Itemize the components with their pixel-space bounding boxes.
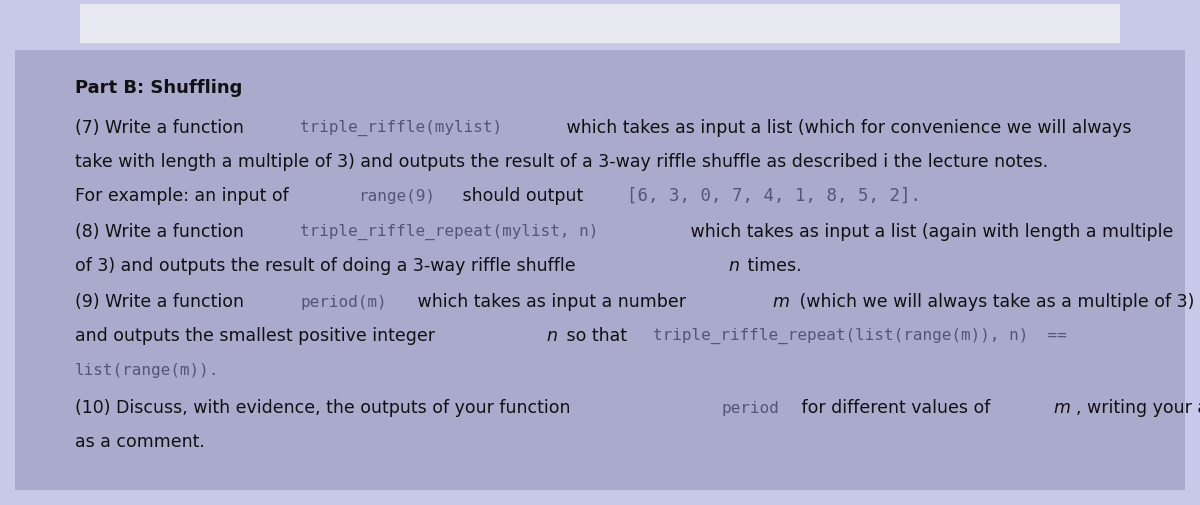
Text: for different values of: for different values of <box>796 399 996 417</box>
Text: which takes as input a list (which for convenience we will always: which takes as input a list (which for c… <box>560 119 1132 137</box>
Text: which takes as input a number: which takes as input a number <box>412 293 691 311</box>
Text: triple_riffle(mylist): triple_riffle(mylist) <box>300 120 502 136</box>
Text: n: n <box>728 257 739 275</box>
Text: times.: times. <box>743 257 802 275</box>
Text: as a comment.: as a comment. <box>74 433 205 451</box>
Text: [6, 3, 0, 7, 4, 1, 8, 5, 2].: [6, 3, 0, 7, 4, 1, 8, 5, 2]. <box>628 187 922 205</box>
Text: , writing your answer: , writing your answer <box>1075 399 1200 417</box>
Bar <box>14 50 1186 490</box>
Text: so that: so that <box>560 327 632 345</box>
Text: (7) Write a function: (7) Write a function <box>74 119 250 137</box>
Text: and outputs the smallest positive integer: and outputs the smallest positive intege… <box>74 327 440 345</box>
Text: m: m <box>1054 399 1070 417</box>
Text: range(9): range(9) <box>358 188 434 204</box>
Text: For example: an input of: For example: an input of <box>74 187 294 205</box>
Text: (9) Write a function: (9) Write a function <box>74 293 250 311</box>
Text: Part B: Shuffling: Part B: Shuffling <box>74 79 242 97</box>
Bar <box>80 4 1120 43</box>
Text: (which we will always take as a multiple of 3): (which we will always take as a multiple… <box>794 293 1195 311</box>
Text: n: n <box>547 327 558 345</box>
Text: (8) Write a function: (8) Write a function <box>74 223 250 241</box>
Text: which takes as input a list (again with length a multiple: which takes as input a list (again with … <box>685 223 1174 241</box>
Text: period: period <box>721 400 779 416</box>
Text: (10) Discuss, with evidence, the outputs of your function: (10) Discuss, with evidence, the outputs… <box>74 399 576 417</box>
Text: m: m <box>773 293 790 311</box>
Text: triple_riffle_repeat(mylist, n): triple_riffle_repeat(mylist, n) <box>300 224 599 240</box>
Text: of 3) and outputs the result of doing a 3-way riffle shuffle: of 3) and outputs the result of doing a … <box>74 257 581 275</box>
Text: should output: should output <box>457 187 589 205</box>
Text: triple_riffle_repeat(list(range(m)), n)  ==: triple_riffle_repeat(list(range(m)), n) … <box>653 328 1067 344</box>
Text: period(m): period(m) <box>300 294 386 310</box>
Text: list(range(m)).: list(range(m)). <box>74 363 220 378</box>
Text: take with length a multiple of 3) and outputs the result of a 3-way riffle shuff: take with length a multiple of 3) and ou… <box>74 153 1048 171</box>
